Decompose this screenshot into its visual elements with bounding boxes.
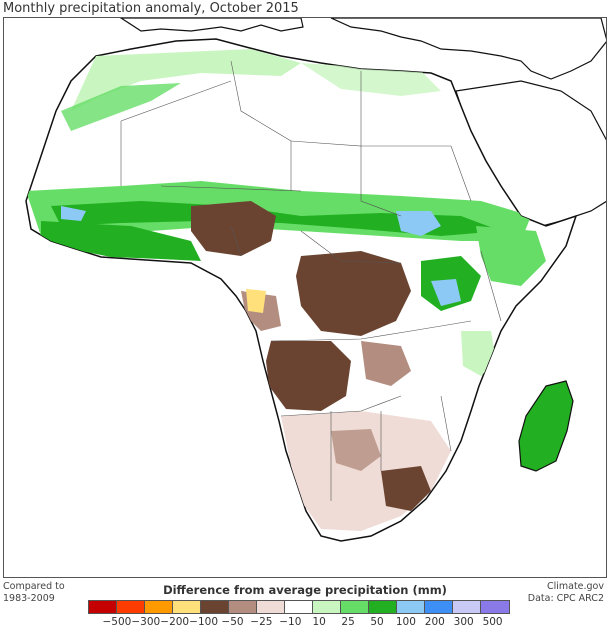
legend-label: 50: [370, 616, 384, 628]
legend-swatch: [425, 601, 453, 613]
legend-label: 500: [482, 616, 503, 628]
map-title: Monthly precipitation anomaly, October 2…: [3, 1, 299, 16]
legend-swatch: [201, 601, 229, 613]
legend-swatch: [117, 601, 145, 613]
legend-swatch: [481, 601, 509, 613]
legend-swatch: [257, 601, 285, 613]
legend-label: 10: [312, 616, 326, 628]
legend-swatch: [369, 601, 397, 613]
legend-label: 100: [395, 616, 416, 628]
legend-label: −200: [160, 616, 190, 628]
precipitation-anomaly-map: [3, 17, 607, 578]
legend-color-bar: [88, 600, 510, 614]
legend-labels: −500 −300 −200 −100 −50 −25 −10 10 25 50 100 200 300…: [88, 616, 521, 630]
legend-swatch: [313, 601, 341, 613]
legend-label: 200: [424, 616, 445, 628]
legend-label: −50: [221, 616, 244, 628]
baseline-note-line2: 1983-2009: [3, 593, 55, 604]
baseline-note-line1: Compared to: [3, 581, 65, 592]
legend-swatch: [397, 601, 425, 613]
legend-swatch: [173, 601, 201, 613]
legend-swatch: [341, 601, 369, 613]
europe-landmass: [119, 18, 304, 32]
country-borders: [120, 60, 502, 501]
legend-label: −300: [131, 616, 161, 628]
legend-label: 25: [341, 616, 355, 628]
europe-asia-landmass: [330, 18, 606, 80]
legend-label: −500: [102, 616, 132, 628]
legend-label: −10: [279, 616, 302, 628]
legend-swatch: [89, 601, 117, 613]
anomaly-patches: [26, 49, 546, 531]
credits-line2: Data: CPC ARC2: [527, 593, 604, 604]
legend-swatch: [285, 601, 313, 613]
legend-label: −100: [189, 616, 219, 628]
legend-label: 300: [453, 616, 474, 628]
legend-label: −25: [250, 616, 273, 628]
legend-swatch: [453, 601, 481, 613]
legend-swatch: [229, 601, 257, 613]
legend-title: Difference from average precipitation (m…: [163, 583, 447, 597]
madagascar: [518, 380, 574, 472]
baseline-note: Compared to 1983-2009: [3, 581, 65, 605]
credits-line1: Climate.gov: [546, 581, 604, 592]
legend-swatch: [145, 601, 173, 613]
credits: Climate.gov Data: CPC ARC2: [528, 581, 604, 605]
